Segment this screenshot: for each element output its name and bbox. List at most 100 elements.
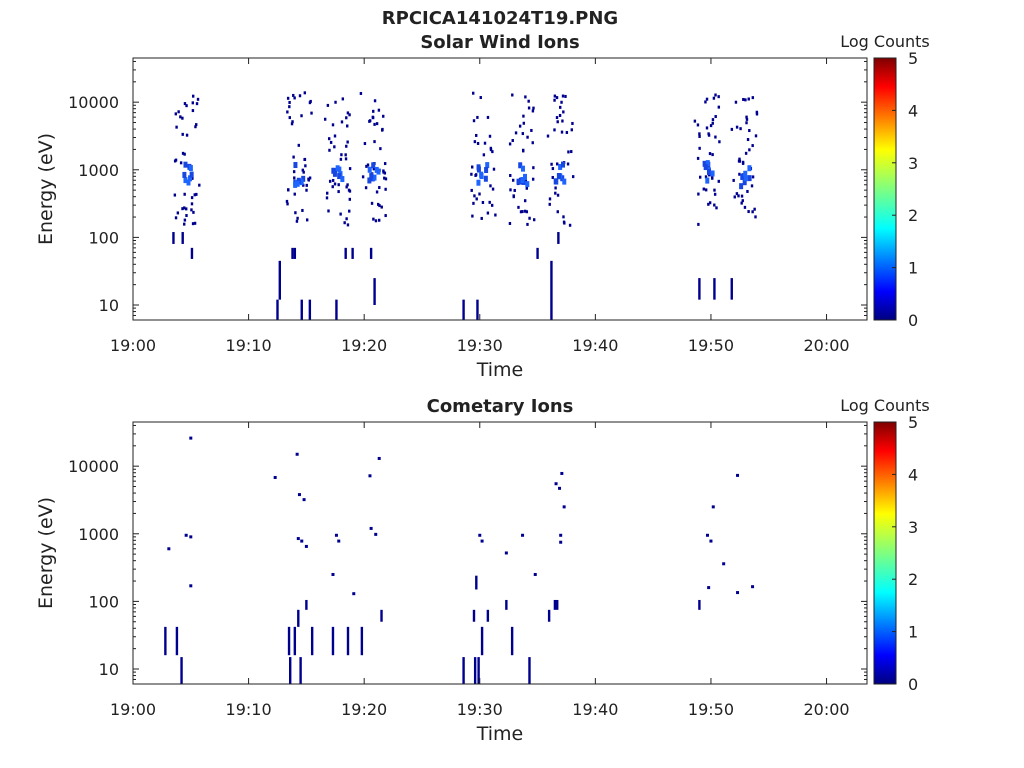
count-mark	[308, 101, 312, 105]
streak-mark	[373, 278, 376, 306]
count-mark	[191, 222, 195, 226]
count-mark	[711, 153, 714, 157]
count-mark	[470, 172, 473, 176]
count-mark	[712, 96, 716, 100]
count-mark	[190, 202, 194, 206]
count-mark	[191, 109, 195, 113]
count-mark	[714, 135, 717, 139]
heatmap-marks	[164, 436, 755, 684]
count-mark	[339, 212, 342, 216]
x-axis: 19:00 19:10 19:20 19:30 19:40 19:50 20:00	[110, 58, 850, 355]
colorbar-tick-label: 2	[908, 570, 918, 589]
count-mark	[181, 151, 185, 155]
count-mark	[337, 190, 340, 194]
count-mark	[286, 202, 289, 206]
count-mark	[486, 211, 490, 215]
count-mark	[556, 162, 559, 166]
count-mark	[550, 162, 553, 166]
count-mark	[375, 190, 379, 194]
count-mark	[346, 111, 350, 115]
count-mark	[488, 200, 491, 204]
core-mark	[562, 178, 567, 185]
colorbar-tick-label: 5	[908, 413, 918, 432]
count-mark	[471, 214, 474, 218]
count-mark	[189, 535, 193, 539]
count-mark	[554, 191, 557, 195]
colorbar-tick-label: 0	[908, 311, 918, 330]
count-mark	[340, 153, 343, 157]
count-mark	[191, 94, 195, 98]
x-tick-label: 19:10	[226, 700, 272, 719]
count-mark	[745, 121, 748, 125]
streak-mark	[297, 609, 300, 627]
count-mark	[294, 211, 297, 215]
count-mark	[359, 91, 363, 95]
streak-mark	[291, 247, 294, 259]
colorbar-gradient	[873, 57, 897, 321]
count-mark	[304, 544, 308, 548]
streak-mark	[276, 299, 279, 320]
count-mark	[707, 586, 711, 590]
count-mark	[711, 176, 714, 180]
count-mark	[517, 205, 520, 209]
count-mark	[344, 153, 347, 157]
count-mark	[745, 115, 748, 119]
streak-mark	[473, 657, 477, 684]
core-mark	[186, 179, 191, 186]
count-mark	[554, 186, 557, 190]
count-mark	[183, 218, 187, 222]
count-mark	[303, 157, 307, 161]
heatmap-marks	[172, 91, 759, 320]
count-mark	[191, 176, 194, 180]
count-mark	[331, 185, 334, 189]
count-mark	[696, 123, 700, 127]
count-mark	[745, 117, 749, 121]
count-mark	[548, 197, 552, 201]
streak-mark	[369, 247, 373, 259]
plot-frame	[132, 57, 868, 321]
core-mark	[702, 160, 707, 167]
core-mark	[301, 175, 306, 182]
core-mark	[476, 179, 481, 186]
count-mark	[370, 201, 374, 205]
count-mark	[174, 216, 178, 220]
count-mark	[341, 97, 345, 101]
core-mark	[189, 171, 194, 178]
core-mark	[484, 167, 489, 174]
streak-mark	[462, 657, 465, 684]
core-mark	[743, 170, 748, 177]
count-mark	[521, 148, 525, 152]
count-mark	[718, 140, 721, 144]
core-mark	[332, 170, 337, 177]
count-mark	[331, 123, 335, 127]
colorbar-tick-label: 2	[908, 206, 918, 225]
count-mark	[181, 116, 184, 120]
core-mark	[483, 175, 488, 182]
count-mark	[548, 202, 551, 206]
core-mark	[553, 178, 558, 185]
count-mark	[331, 178, 335, 182]
count-mark	[755, 110, 759, 114]
count-mark	[562, 215, 565, 219]
x-tick-label: 19:10	[226, 336, 272, 355]
count-mark	[511, 93, 514, 97]
count-mark	[292, 155, 295, 159]
streak-mark	[360, 626, 364, 656]
count-mark	[755, 112, 759, 116]
count-mark	[508, 221, 512, 225]
count-mark	[732, 178, 735, 182]
count-mark	[295, 219, 299, 223]
count-mark	[571, 175, 575, 179]
count-mark	[707, 202, 710, 206]
count-mark	[563, 221, 566, 225]
streak-mark	[480, 626, 484, 656]
count-mark	[511, 139, 514, 143]
panel-title: Solar Wind Ions	[420, 32, 579, 53]
count-mark	[733, 195, 736, 199]
count-mark	[739, 127, 742, 131]
count-mark	[346, 223, 350, 227]
count-mark	[717, 179, 720, 183]
count-mark	[713, 192, 717, 196]
count-mark	[288, 100, 291, 104]
count-mark	[561, 94, 565, 98]
